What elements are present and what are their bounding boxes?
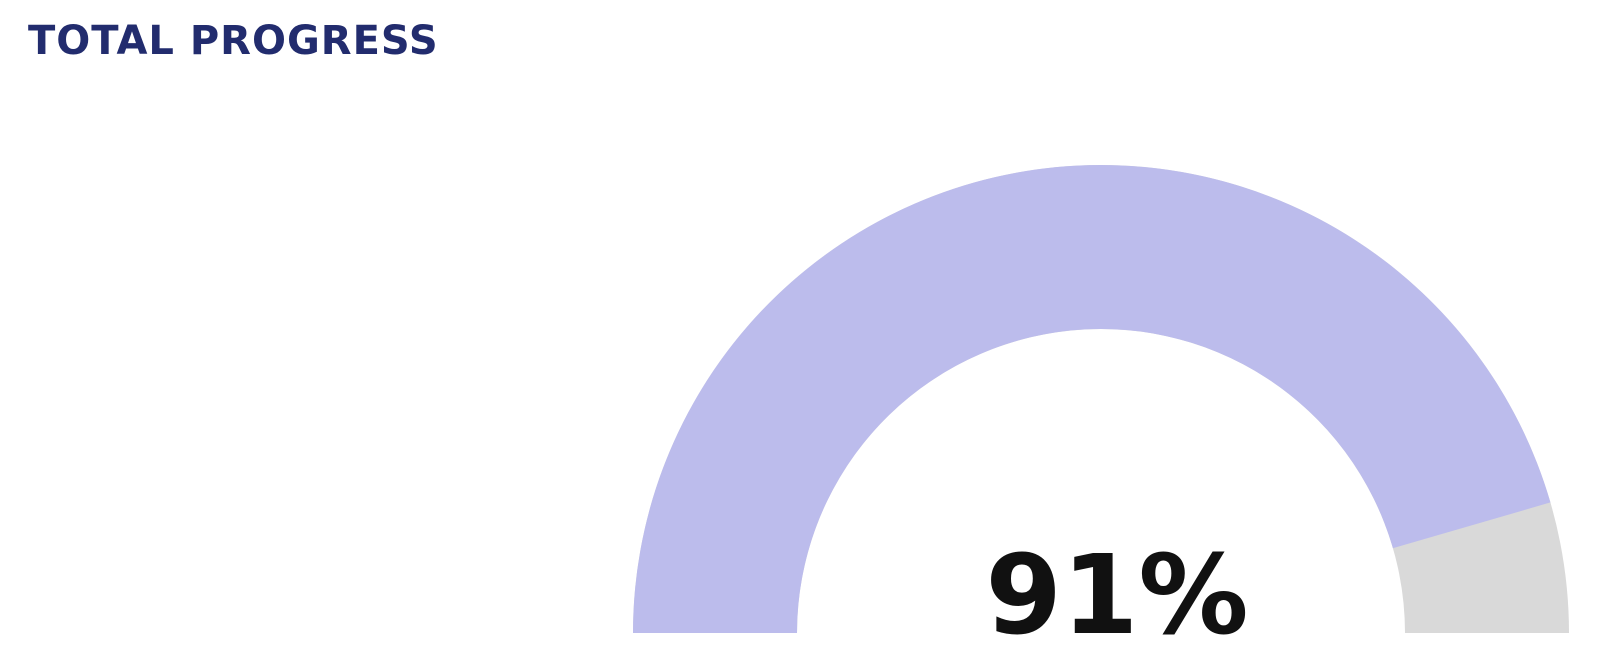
gauge-fill	[633, 164, 1551, 633]
panel-title: TOTAL PROGRESS	[28, 18, 439, 64]
gauge-value-label: 91%	[985, 531, 1248, 659]
